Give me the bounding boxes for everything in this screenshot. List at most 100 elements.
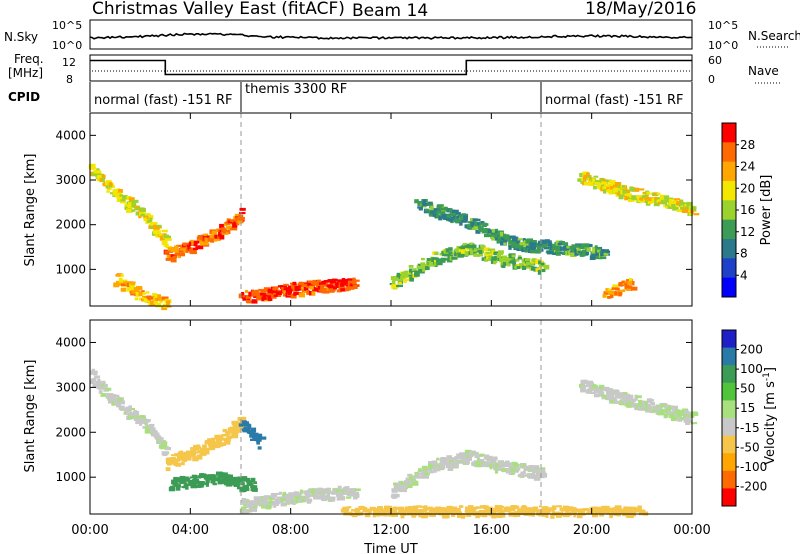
power-echo-cell (136, 211, 141, 215)
velocity-echo-cell (447, 462, 452, 467)
velocity-echo-cell (447, 466, 454, 471)
velocity-echo-cell (580, 388, 585, 393)
velocity-echo-cell (239, 482, 245, 485)
power-echo-cell (401, 271, 406, 277)
velocity-echo-cell (618, 392, 625, 397)
power-echo-cell (470, 250, 474, 255)
power-echo-cell (616, 184, 624, 188)
velocity-echo-cell (620, 402, 626, 406)
power-echo-cell (409, 276, 414, 282)
power-echo-cell (516, 239, 521, 244)
velocity-echo-cell (517, 511, 523, 515)
velocity-echo-cell (434, 463, 438, 466)
power-echo-cell (574, 248, 578, 252)
power-echo-cell (469, 242, 474, 245)
power-echo-cell (478, 227, 484, 232)
power-echo-cell (197, 245, 204, 250)
velocity-echo-cell (189, 482, 197, 486)
power-ytick-label: 1000 (55, 262, 86, 276)
power-echo-cell (522, 238, 526, 242)
velocity-echo-cell (323, 495, 327, 500)
velocity-echo-cell (560, 509, 567, 512)
power-echo-cell (151, 221, 158, 225)
velocity-echo-cell (517, 508, 522, 512)
power-echo-cell (425, 266, 430, 270)
power-echo-cell (177, 255, 181, 259)
power-echo-cell (541, 240, 548, 245)
velocity-echo-cell (168, 487, 176, 492)
velocity-echo-cell (253, 433, 260, 438)
velocity-echo-cell (186, 450, 190, 455)
velocity-echo-cell (292, 500, 296, 505)
velocity-ylabel: Slant Range [km] (23, 360, 38, 473)
frequency-trace (90, 59, 692, 76)
power-echo-cell (473, 225, 480, 228)
power-echo-cell (603, 189, 607, 194)
power-echo-cell (251, 290, 257, 294)
velocity-echo-cell (618, 511, 622, 514)
power-echo-cell (165, 238, 172, 241)
power-echo-cell (458, 213, 464, 216)
velocity-echo-cell (507, 462, 514, 466)
power-echo-cell (530, 248, 537, 254)
power-echo-cell (144, 213, 151, 216)
power-echo-cell (499, 231, 504, 237)
power-echo-cell (223, 222, 227, 226)
power-echo-cell (608, 189, 613, 195)
power-echo-cell (587, 175, 592, 178)
velocity-echo-cell (176, 455, 184, 458)
power-echo-cell (592, 246, 596, 251)
power-echo-cell (290, 293, 297, 299)
velocity-echo-cell (623, 508, 630, 513)
velocity-echo-cell (128, 405, 132, 409)
power-ytick-label: 3000 (55, 173, 86, 187)
power-echo-cell (503, 234, 509, 240)
velocity-echo-cell (92, 372, 97, 376)
velocity-echo-cell (610, 399, 618, 404)
power-echo-cell (475, 218, 481, 222)
velocity-panel: 4000 3000 2000 1000 Slant Range [km] 200 100… (23, 319, 778, 519)
velocity-echo-cell (212, 482, 217, 486)
power-echo-cell (576, 247, 581, 250)
velocity-echo-cell (456, 511, 462, 514)
time-axis-label: Time UT (363, 542, 417, 554)
velocity-echo-cell (685, 420, 691, 425)
power-echo-cell (486, 251, 490, 255)
power-echo-cell (239, 207, 246, 211)
power-echo-cell (157, 295, 161, 298)
velocity-echo-cell (506, 506, 512, 511)
power-echo-cell (609, 185, 614, 190)
power-echo-cell (508, 254, 513, 258)
power-echo-cell (196, 238, 201, 243)
velocity-echo-cell (454, 463, 459, 468)
power-echo-cell (283, 283, 289, 286)
power-echo-cell (396, 285, 403, 288)
velocity-colorbar-frame (721, 329, 737, 507)
power-echo-cell (209, 234, 214, 238)
velocity-echo-cell (170, 454, 175, 457)
power-echo-cell (464, 243, 469, 246)
velocity-echo-cell (393, 510, 397, 514)
velocity-echo-cell (636, 395, 642, 399)
velocity-echo-cell (219, 480, 223, 483)
power-echo-cell (529, 243, 534, 247)
power-echo-cell (150, 296, 156, 300)
power-echo-cell (531, 267, 536, 271)
power-echo-cell (535, 268, 541, 272)
nave-tick-top: 60 (708, 54, 722, 67)
power-echo-cell (464, 251, 469, 256)
velocity-echo-cell (525, 510, 529, 515)
velocity-echo-cell (258, 501, 264, 506)
velocity-echo-cell (528, 508, 534, 513)
power-echo-cell (599, 256, 607, 260)
velocity-echo-cell (288, 496, 294, 501)
power-echo-cell (138, 209, 142, 213)
power-echo-cell (561, 251, 568, 255)
velocity-echo-cell (192, 449, 197, 455)
velocity-echo-cell (219, 442, 226, 446)
velocity-echo-cell (109, 398, 114, 401)
velocity-echo-cell (652, 408, 659, 413)
power-echo-cell (143, 297, 150, 303)
power-echo-cell (316, 279, 321, 282)
velocity-colorbar-tick-label: 200 (740, 343, 763, 357)
